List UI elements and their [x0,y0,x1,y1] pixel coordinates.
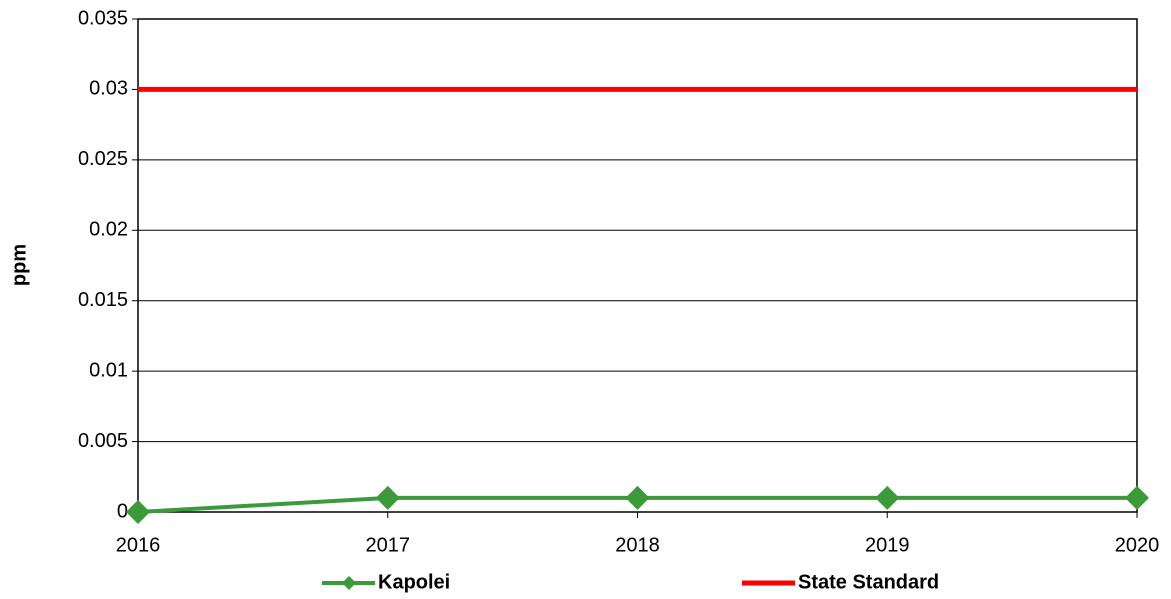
x-tick-label: 2017 [366,534,411,556]
point-marker [1125,485,1149,510]
y-tick-label: 0.015 [78,289,128,311]
point-marker [625,485,650,510]
y-tick-label: 0.03 [89,78,128,100]
point-marker [126,500,150,524]
x-tick-label: 2016 [116,534,161,556]
x-tick-label: 2019 [865,534,910,556]
y-tick-label: 0 [117,500,128,522]
y-tick-label: 0.025 [78,148,128,170]
y-tick-label: 0.01 [89,359,128,381]
y-tick-label: 0.02 [89,219,128,241]
x-tick-label: 2020 [1115,534,1160,556]
y-axis-label: ppm [8,244,30,286]
plot-frame [137,18,1138,513]
point-marker [375,485,400,510]
y-tick-label: 0.005 [78,430,128,452]
y-tick-label: 0.035 [78,7,128,29]
x-tick-label: 2018 [615,534,660,556]
point-marker [875,485,900,510]
legend-label: Kapolei [378,571,450,593]
legend-label: State Standard [798,571,939,593]
legend-marker [342,576,356,590]
